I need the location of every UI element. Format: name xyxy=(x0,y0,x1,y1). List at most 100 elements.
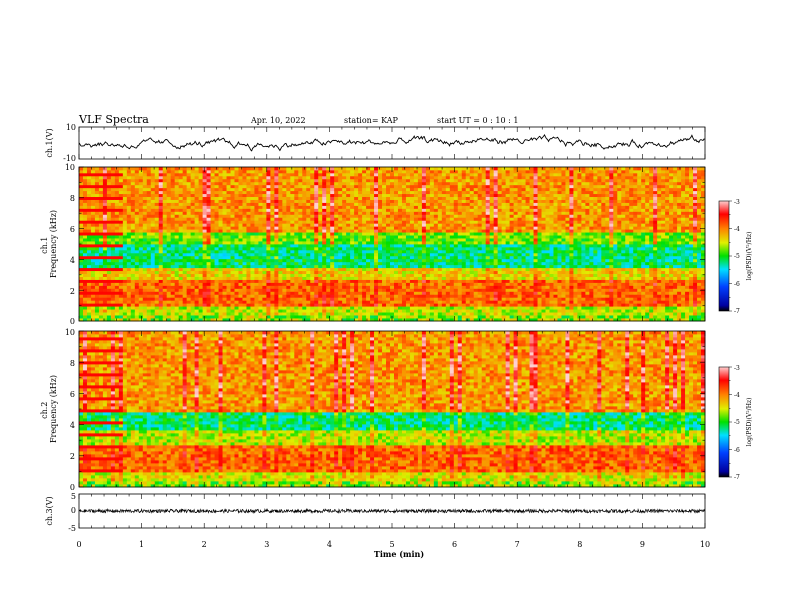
spec-cell xyxy=(82,211,88,215)
spec-cell xyxy=(282,276,287,280)
spec-cell xyxy=(210,193,215,198)
spec-cell xyxy=(358,315,363,319)
spec-cell xyxy=(397,223,403,227)
spec-cell xyxy=(258,312,263,316)
spec-cell xyxy=(258,220,263,224)
spec-cell xyxy=(134,294,140,298)
spec-cell xyxy=(401,252,407,257)
spec-cell xyxy=(214,244,219,248)
spec-cell xyxy=(346,217,351,221)
spec-cell xyxy=(118,246,124,251)
spec-cell xyxy=(122,181,128,186)
spec-cell xyxy=(238,241,243,245)
spec-cell xyxy=(242,181,247,186)
spec-cell xyxy=(182,187,188,192)
spec-cell xyxy=(186,285,192,289)
spec-cell xyxy=(122,264,128,269)
spec-cell xyxy=(330,288,335,292)
spec-cell xyxy=(370,214,375,218)
spec-cell xyxy=(362,205,367,209)
spec-cell xyxy=(202,196,207,200)
spec-cell xyxy=(194,258,200,263)
spec-cell xyxy=(82,196,88,200)
spec-cell xyxy=(334,187,339,192)
spec-cell xyxy=(102,255,108,260)
spec-cell xyxy=(170,175,176,180)
spec-cell xyxy=(202,300,207,304)
spec-cell xyxy=(110,315,116,319)
spec-cell xyxy=(178,285,184,289)
spec-cell xyxy=(306,288,311,292)
spec-cell xyxy=(198,294,204,298)
spec-cell xyxy=(130,235,136,239)
spec-cell xyxy=(214,220,219,224)
spec-cell xyxy=(262,312,267,316)
spec-cell xyxy=(286,291,291,295)
spec-cell xyxy=(206,181,211,186)
spec-cell xyxy=(94,187,100,192)
spec-cell xyxy=(142,267,148,272)
spec-cell xyxy=(326,235,331,239)
spec-cell xyxy=(234,223,239,227)
spec-cell xyxy=(162,267,168,272)
spec-cell xyxy=(409,282,415,286)
spec-cell xyxy=(194,181,200,186)
spec-cell xyxy=(330,232,335,236)
spec-cell xyxy=(413,211,419,215)
spec-cell xyxy=(342,315,347,319)
spec-cell xyxy=(358,300,363,304)
spec-cell xyxy=(330,291,335,295)
spec-cell xyxy=(306,184,311,189)
spec-cell xyxy=(82,282,88,286)
spec-cell xyxy=(94,315,100,319)
spec-cell xyxy=(86,187,92,192)
spec-cell xyxy=(266,261,271,266)
spec-cell xyxy=(79,309,84,313)
spec-cell xyxy=(330,208,335,212)
spec-cell xyxy=(158,303,164,307)
spec-cell xyxy=(393,300,399,304)
spec-cell xyxy=(238,196,243,200)
spec-cell xyxy=(254,273,259,277)
spec-cell xyxy=(401,270,407,275)
spec-cell xyxy=(150,241,156,245)
spec-cell xyxy=(282,303,287,307)
spec-cell xyxy=(146,187,152,192)
spec-cell xyxy=(82,315,88,319)
spec-cell xyxy=(441,217,447,221)
spec-cell xyxy=(354,246,359,251)
spec-cell xyxy=(130,214,136,218)
spec-cell xyxy=(358,276,363,280)
spec-cell xyxy=(150,270,156,275)
spec-cell xyxy=(106,238,112,242)
spec-cell xyxy=(170,315,176,319)
spec-cell xyxy=(162,229,168,233)
spec-cell xyxy=(286,303,291,307)
spec-cell xyxy=(198,211,204,215)
spec-cell xyxy=(433,291,439,295)
spec-cell xyxy=(94,184,100,189)
spec-cell xyxy=(226,294,231,298)
spec-cell xyxy=(370,285,375,289)
spec-cell xyxy=(146,178,152,183)
spec-cell xyxy=(278,178,283,183)
spec-cell xyxy=(306,276,311,280)
spec-cell xyxy=(390,270,395,275)
spec-cell xyxy=(110,246,116,251)
spec-cell xyxy=(354,211,359,215)
spec-cell xyxy=(278,258,283,263)
spec-cell xyxy=(302,291,307,295)
spec-cell xyxy=(198,214,204,218)
spec-cell xyxy=(286,226,291,230)
spec-cell xyxy=(98,220,104,224)
spec-cell xyxy=(86,246,92,251)
spec-cell xyxy=(346,214,351,218)
spec-cell xyxy=(366,175,371,180)
spec-cell xyxy=(326,199,331,203)
spec-cell xyxy=(350,270,355,275)
spec-cell xyxy=(90,196,96,200)
spec-cell xyxy=(274,202,279,206)
spec-cell xyxy=(226,279,231,283)
spec-cell xyxy=(79,258,84,263)
spec-cell xyxy=(230,291,235,295)
